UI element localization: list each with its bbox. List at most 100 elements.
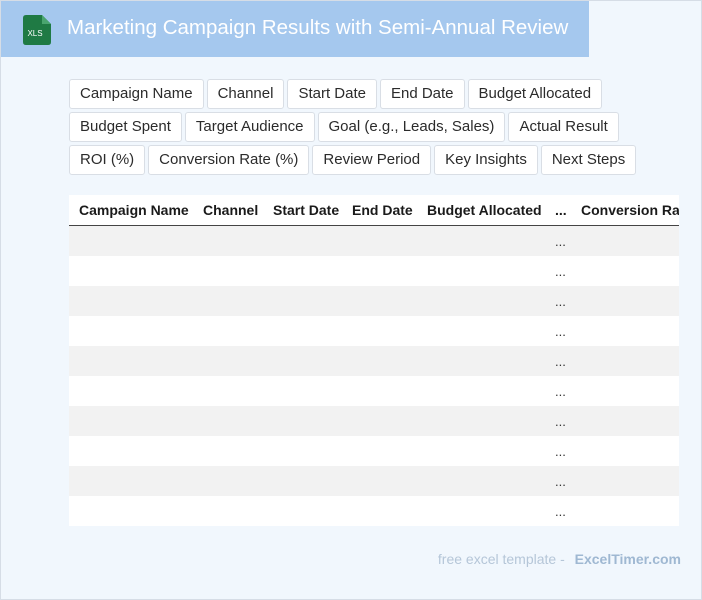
table-cell[interactable] xyxy=(263,225,342,256)
table-row: ... xyxy=(69,406,679,436)
table-row: ... xyxy=(69,346,679,376)
tag-channel: Channel xyxy=(206,79,285,109)
table-cell[interactable] xyxy=(263,466,342,496)
file-icon-label: XLS xyxy=(27,29,42,38)
table-cell-ellipsis: ... xyxy=(545,346,571,376)
table-cell[interactable] xyxy=(342,436,417,466)
table-cell[interactable] xyxy=(417,376,545,406)
title-bar: XLS Marketing Campaign Results with Semi… xyxy=(1,1,589,57)
table-cell[interactable] xyxy=(69,376,193,406)
footer-credit: free excel template - ExcelTimer.com xyxy=(438,551,681,567)
table-cell-ellipsis: ... xyxy=(545,496,571,526)
table-row: ... xyxy=(69,436,679,466)
table-cell[interactable] xyxy=(571,496,679,526)
table-cell[interactable] xyxy=(263,286,342,316)
table-cell-ellipsis: ... xyxy=(545,406,571,436)
table-cell[interactable] xyxy=(342,496,417,526)
table-cell[interactable] xyxy=(263,346,342,376)
table-cell[interactable] xyxy=(571,376,679,406)
page-title: Marketing Campaign Results with Semi-Ann… xyxy=(67,16,569,39)
footer-brand-link[interactable]: ExcelTimer.com xyxy=(574,551,681,567)
table-cell[interactable] xyxy=(417,316,545,346)
table-row: ... xyxy=(69,376,679,406)
table-cell[interactable] xyxy=(417,436,545,466)
header-start-date: Start Date xyxy=(263,195,342,226)
table-cell[interactable] xyxy=(571,436,679,466)
tag-review-period: Review Period xyxy=(312,145,432,175)
table-cell[interactable] xyxy=(342,286,417,316)
table-cell[interactable] xyxy=(417,406,545,436)
table-cell[interactable] xyxy=(193,225,263,256)
header-campaign-name: Campaign Name xyxy=(69,195,193,226)
table-cell[interactable] xyxy=(571,256,679,286)
tag-conversion-rate: Conversion Rate (%) xyxy=(148,145,310,175)
xls-file-icon: XLS xyxy=(23,15,51,45)
table-cell[interactable] xyxy=(193,436,263,466)
table-cell[interactable] xyxy=(263,256,342,286)
table-cell[interactable] xyxy=(193,346,263,376)
tag-target-audience: Target Audience xyxy=(184,112,315,142)
table-cell[interactable] xyxy=(342,225,417,256)
table-cell[interactable] xyxy=(571,406,679,436)
table-cell[interactable] xyxy=(193,256,263,286)
table-cell[interactable] xyxy=(342,406,417,436)
table-cell[interactable] xyxy=(263,376,342,406)
table-cell[interactable] xyxy=(342,466,417,496)
table-cell[interactable] xyxy=(69,256,193,286)
header-budget-allocated: Budget Allocated xyxy=(417,195,545,226)
table-cell[interactable] xyxy=(69,436,193,466)
tag-roi: ROI (%) xyxy=(69,145,146,175)
table-cell[interactable] xyxy=(193,316,263,346)
table-cell[interactable] xyxy=(69,496,193,526)
table-cell[interactable] xyxy=(69,346,193,376)
table-cell[interactable] xyxy=(69,316,193,346)
table-cell[interactable] xyxy=(417,225,545,256)
table-row: ... xyxy=(69,316,679,346)
tag-key-insights: Key Insights xyxy=(434,145,538,175)
tag-end-date: End Date xyxy=(379,79,465,109)
table-cell[interactable] xyxy=(193,376,263,406)
table-cell[interactable] xyxy=(69,225,193,256)
table-cell[interactable] xyxy=(571,466,679,496)
table-cell[interactable] xyxy=(571,316,679,346)
tag-start-date: Start Date xyxy=(287,79,377,109)
table-cell[interactable] xyxy=(571,225,679,256)
table-row: ... xyxy=(69,286,679,316)
table-cell-ellipsis: ... xyxy=(545,376,571,406)
table-cell[interactable] xyxy=(571,346,679,376)
table-row: ... xyxy=(69,496,679,526)
table-cell[interactable] xyxy=(193,496,263,526)
header-end-date: End Date xyxy=(342,195,417,226)
table-cell[interactable] xyxy=(263,436,342,466)
table-cell[interactable] xyxy=(193,466,263,496)
table-cell[interactable] xyxy=(69,286,193,316)
table-cell[interactable] xyxy=(417,466,545,496)
table-cell[interactable] xyxy=(69,406,193,436)
table-cell[interactable] xyxy=(263,496,342,526)
table-cell[interactable] xyxy=(193,286,263,316)
table-row: ... xyxy=(69,466,679,496)
table-cell[interactable] xyxy=(342,346,417,376)
template-table: Campaign Name Channel Start Date End Dat… xyxy=(69,195,679,526)
table-cell-ellipsis: ... xyxy=(545,286,571,316)
table-cell[interactable] xyxy=(342,376,417,406)
table-cell[interactable] xyxy=(417,256,545,286)
tag-budget-allocated: Budget Allocated xyxy=(467,79,603,109)
table-cell[interactable] xyxy=(417,346,545,376)
table-cell[interactable] xyxy=(263,316,342,346)
table-cell[interactable] xyxy=(417,496,545,526)
table-cell[interactable] xyxy=(342,256,417,286)
table-cell[interactable] xyxy=(193,406,263,436)
tag-campaign-name: Campaign Name xyxy=(69,79,204,109)
table-cell[interactable] xyxy=(571,286,679,316)
tag-goal: Goal (e.g., Leads, Sales) xyxy=(317,112,506,142)
table-cell[interactable] xyxy=(417,286,545,316)
header-ellipsis: ... xyxy=(545,195,571,226)
table-cell-ellipsis: ... xyxy=(545,316,571,346)
table-cell[interactable] xyxy=(69,466,193,496)
table-cell[interactable] xyxy=(263,406,342,436)
table-cell[interactable] xyxy=(342,316,417,346)
header-conversion-rate: Conversion Rate (%) xyxy=(571,195,679,226)
table-row: ... xyxy=(69,256,679,286)
